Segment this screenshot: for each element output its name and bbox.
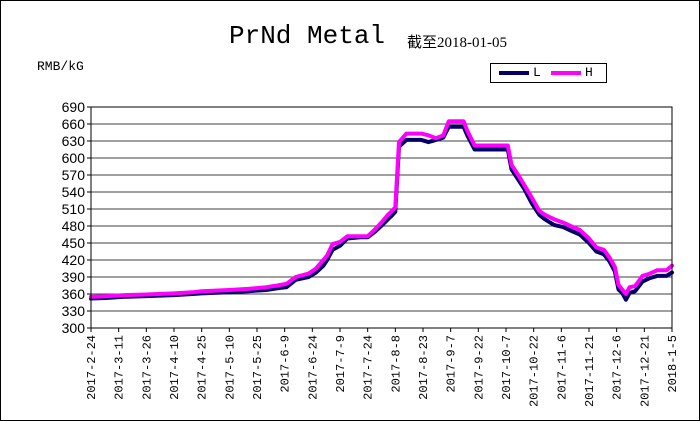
x-tick-label: 2017-2-24	[85, 335, 99, 400]
legend-label-l: L	[533, 65, 541, 80]
x-tick-label: 2017-5-25	[251, 335, 265, 400]
x-tick-label: 2017-11-6	[555, 335, 569, 400]
x-tick-label: 2018-1-5	[666, 335, 680, 393]
legend-swatch-l	[499, 71, 529, 75]
x-tick-label: 2017-5-10	[223, 335, 237, 400]
x-tick-label: 2017-4-25	[196, 335, 210, 400]
x-tick-label: 2017-9-22	[472, 335, 486, 400]
y-tick-label: 600	[62, 150, 86, 166]
y-tick-label: 660	[62, 116, 86, 132]
legend: L H	[490, 63, 607, 83]
x-tick-label: 2017-7-9	[334, 335, 348, 393]
series-lines	[89, 119, 674, 302]
y-axis-label: RMB/kG	[37, 59, 84, 74]
y-tick-label: 300	[62, 320, 86, 336]
y-tick-label: 540	[62, 184, 86, 200]
series-line-l	[89, 124, 674, 302]
legend-label-h: H	[585, 65, 593, 80]
series-line-h	[89, 119, 674, 299]
x-tick-label: 2017-3-11	[113, 335, 127, 400]
y-tick-label: 450	[62, 235, 86, 251]
x-tick-label: 2017-4-10	[168, 335, 182, 400]
x-tick-label: 2017-3-26	[140, 335, 154, 400]
y-tick-label: 390	[62, 269, 86, 285]
y-tick-label: 570	[62, 167, 86, 183]
x-axis-ticks: 2017-2-24 2017-3-11 2017-3-26 2017-4-10 2017…	[85, 328, 680, 407]
x-tick-label: 2017-8-8	[389, 335, 403, 393]
y-tick-label: 510	[62, 201, 86, 217]
x-tick-label: 2017-10-22	[528, 335, 542, 407]
x-tick-label: 2017-6-9	[279, 335, 293, 393]
x-tick-label: 2017-12-21	[638, 335, 652, 407]
x-tick-label: 2017-9-7	[445, 335, 459, 393]
y-tick-label: 630	[62, 133, 86, 149]
x-tick-label: 2017-11-21	[583, 335, 597, 407]
y-tick-label: 360	[62, 286, 86, 302]
grid-lines	[91, 106, 672, 312]
y-tick-label: 420	[62, 252, 86, 268]
chart-title: PrNd Metal	[229, 21, 386, 51]
legend-item-l: L	[499, 64, 549, 82]
plot-area	[90, 106, 673, 329]
x-tick-label: 2017-12-6	[611, 335, 625, 400]
y-tick-label: 690	[62, 99, 86, 115]
x-tick-label: 2017-6-24	[306, 335, 320, 400]
x-tick-label: 2017-8-23	[417, 335, 431, 400]
legend-item-h: H	[551, 64, 601, 82]
x-tick-label: 2017-7-24	[362, 335, 376, 400]
x-tick-label: 2017-10-7	[500, 335, 514, 400]
y-tick-label: 480	[62, 218, 86, 234]
y-tick-label: 330	[62, 303, 86, 319]
chart-subtitle: 截至2018-01-05	[407, 35, 507, 51]
y-axis-ticks: 3003303603904204504805105405706006306606…	[62, 99, 91, 336]
legend-swatch-h	[551, 71, 581, 75]
